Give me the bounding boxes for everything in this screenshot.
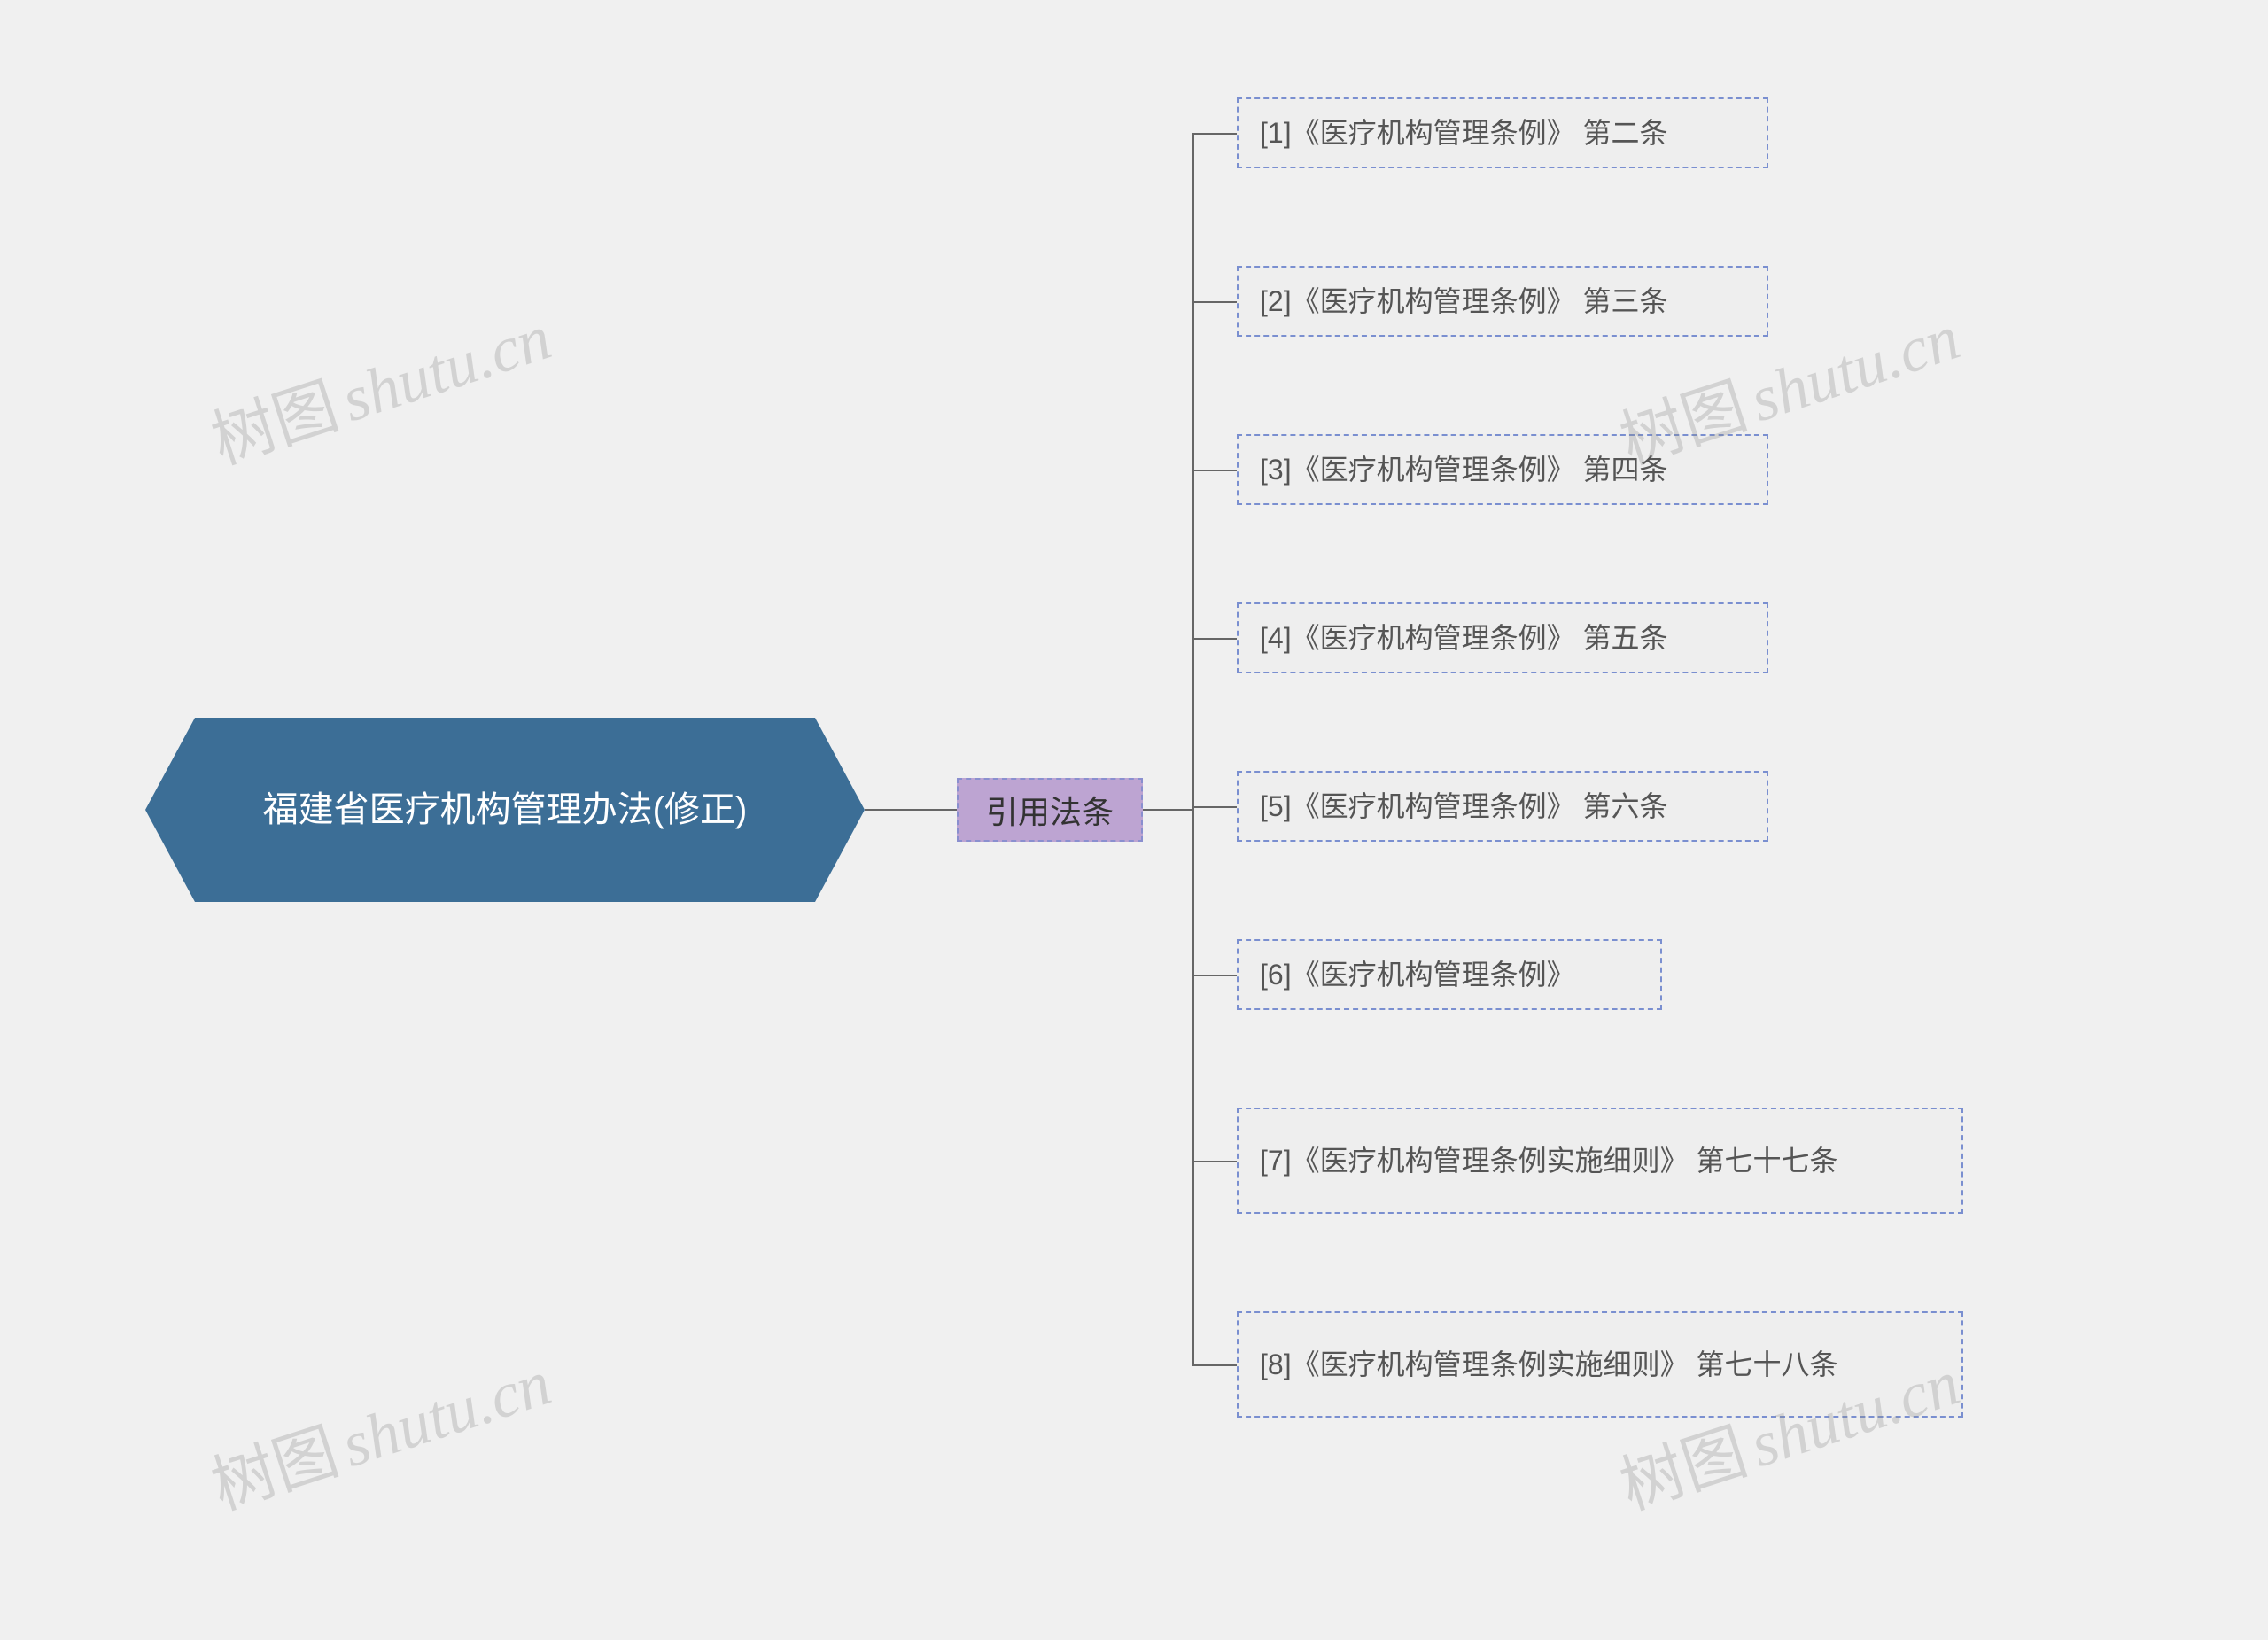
watermark: 树图shutu.cn xyxy=(198,284,560,481)
watermark-en: shutu.cn xyxy=(1742,301,1968,435)
mid-node-label: 引用法条 xyxy=(986,787,1114,833)
connector-branch-4 xyxy=(1192,638,1237,640)
watermark-cn: 树图 xyxy=(204,370,347,478)
connector-branch-1 xyxy=(1192,133,1237,135)
leaf-node-6[interactable]: [6]《医疗机构管理条例》 xyxy=(1237,939,1662,1010)
leaf-label: [1]《医疗机构管理条例》 第二条 xyxy=(1260,113,1667,153)
connector-branch-2 xyxy=(1192,301,1237,303)
connector-mid-trunk xyxy=(1143,809,1192,811)
root-node[interactable]: 福建省医疗机构管理办法(修正) xyxy=(195,718,815,902)
watermark-cn: 树图 xyxy=(1612,1416,1756,1523)
leaf-node-4[interactable]: [4]《医疗机构管理条例》 第五条 xyxy=(1237,602,1768,673)
leaf-node-7[interactable]: [7]《医疗机构管理条例实施细则》 第七十七条 xyxy=(1237,1108,1963,1214)
leaf-node-1[interactable]: [1]《医疗机构管理条例》 第二条 xyxy=(1237,97,1768,168)
root-node-label: 福建省医疗机构管理办法(修正) xyxy=(263,783,748,836)
leaf-label: [2]《医疗机构管理条例》 第三条 xyxy=(1260,282,1667,322)
watermark-cn: 树图 xyxy=(204,1416,347,1523)
leaf-node-2[interactable]: [2]《医疗机构管理条例》 第三条 xyxy=(1237,266,1768,337)
connector-branch-8 xyxy=(1192,1364,1237,1366)
leaf-label: [8]《医疗机构管理条例实施细则》 第七十八条 xyxy=(1260,1345,1837,1385)
leaf-label: [7]《医疗机构管理条例实施细则》 第七十七条 xyxy=(1260,1141,1837,1181)
watermark: 树图shutu.cn xyxy=(198,1330,560,1527)
connector-branch-6 xyxy=(1192,975,1237,976)
leaf-node-8[interactable]: [8]《医疗机构管理条例实施细则》 第七十八条 xyxy=(1237,1311,1963,1418)
leaf-node-5[interactable]: [5]《医疗机构管理条例》 第六条 xyxy=(1237,771,1768,842)
mindmap-canvas: 福建省医疗机构管理办法(修正) 引用法条 [1]《医疗机构管理条例》 第二条 [… xyxy=(0,0,2268,1640)
mid-node[interactable]: 引用法条 xyxy=(957,778,1143,842)
connector-root-mid xyxy=(865,809,957,811)
connector-branch-3 xyxy=(1192,470,1237,471)
leaf-label: [5]《医疗机构管理条例》 第六条 xyxy=(1260,787,1667,827)
connector-branch-5 xyxy=(1192,806,1237,808)
watermark-en: shutu.cn xyxy=(333,301,559,435)
watermark-en: shutu.cn xyxy=(333,1347,559,1481)
connector-trunk xyxy=(1192,133,1194,1364)
leaf-label: [4]《医疗机构管理条例》 第五条 xyxy=(1260,618,1667,658)
connector-branch-7 xyxy=(1192,1161,1237,1162)
leaf-node-3[interactable]: [3]《医疗机构管理条例》 第四条 xyxy=(1237,434,1768,505)
root-arrow-right xyxy=(815,718,865,902)
leaf-label: [6]《医疗机构管理条例》 xyxy=(1260,955,1575,995)
leaf-label: [3]《医疗机构管理条例》 第四条 xyxy=(1260,450,1667,490)
root-arrow-left xyxy=(145,718,195,902)
